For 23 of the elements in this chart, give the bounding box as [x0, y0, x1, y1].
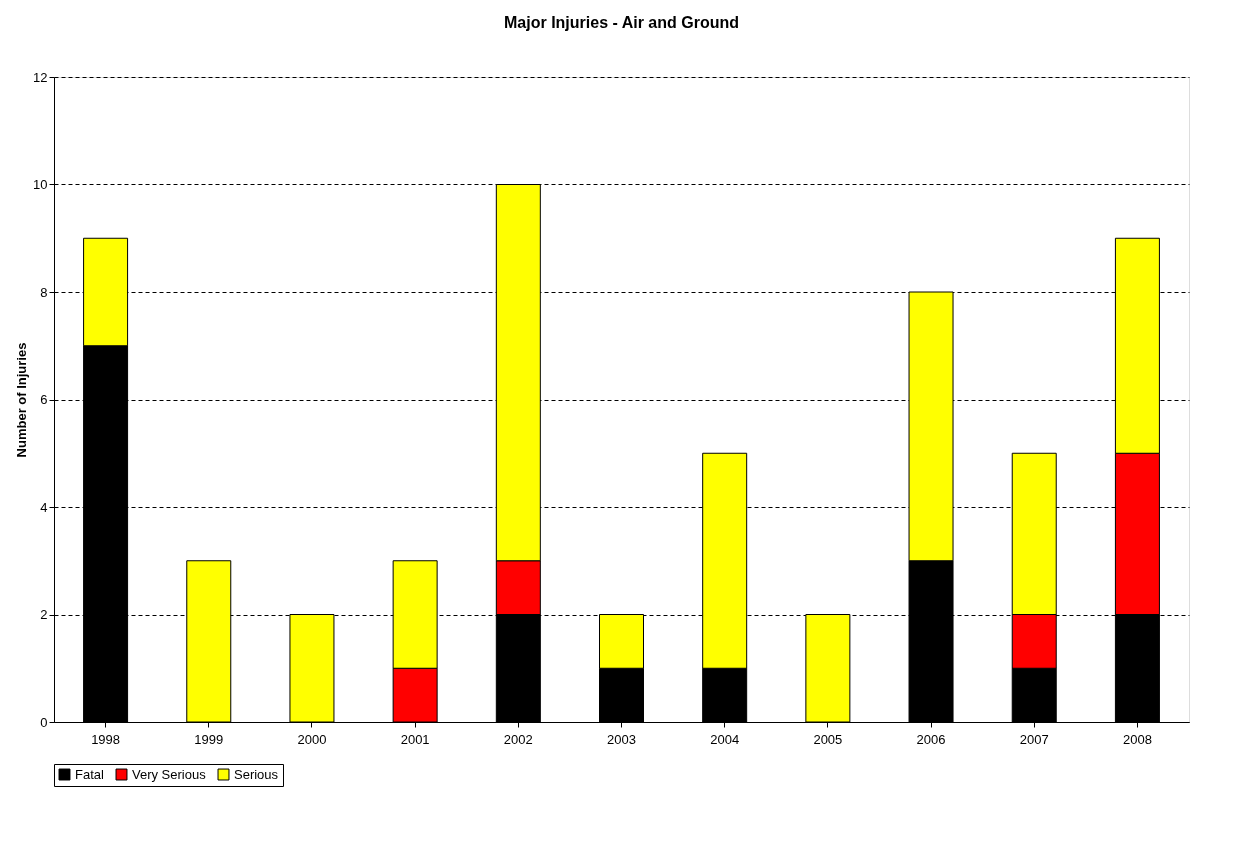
x-tick-label: 2001	[400, 731, 430, 747]
y-tick-label: 10	[33, 177, 48, 192]
x-tick-label: 1999	[194, 731, 224, 747]
x-tick-label: 2002	[503, 731, 533, 747]
chart-title: Major Injuries - Air and Ground	[504, 14, 739, 31]
x-tick-label: 2003	[607, 731, 636, 747]
x-tick-label: 2005	[813, 731, 843, 747]
y-tick-label: 2	[40, 607, 48, 622]
x-tick-label: 2000	[297, 731, 327, 747]
legend-label: Fatal	[75, 766, 105, 782]
y-tick-label: 12	[33, 69, 48, 85]
y-axis-title: Number of Injuries	[14, 342, 30, 458]
y-tick-label: 6	[40, 392, 48, 407]
y-tick-label: 8	[40, 284, 48, 300]
x-tick-label: 2008	[1122, 731, 1152, 747]
legend-label: Serious	[234, 766, 279, 782]
x-tick-label: 2007	[1019, 731, 1049, 747]
y-tick-label: 0	[40, 714, 48, 730]
x-tick-label: 2004	[710, 731, 740, 747]
y-tick-label: 4	[40, 499, 48, 515]
x-tick-label: 1998	[91, 731, 121, 747]
x-tick-label: 2006	[916, 731, 946, 747]
legend-label: Very Serious	[132, 766, 207, 782]
